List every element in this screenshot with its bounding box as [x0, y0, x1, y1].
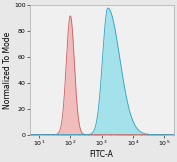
Y-axis label: Normalized To Mode: Normalized To Mode	[4, 31, 12, 109]
X-axis label: FITC-A: FITC-A	[90, 150, 113, 159]
